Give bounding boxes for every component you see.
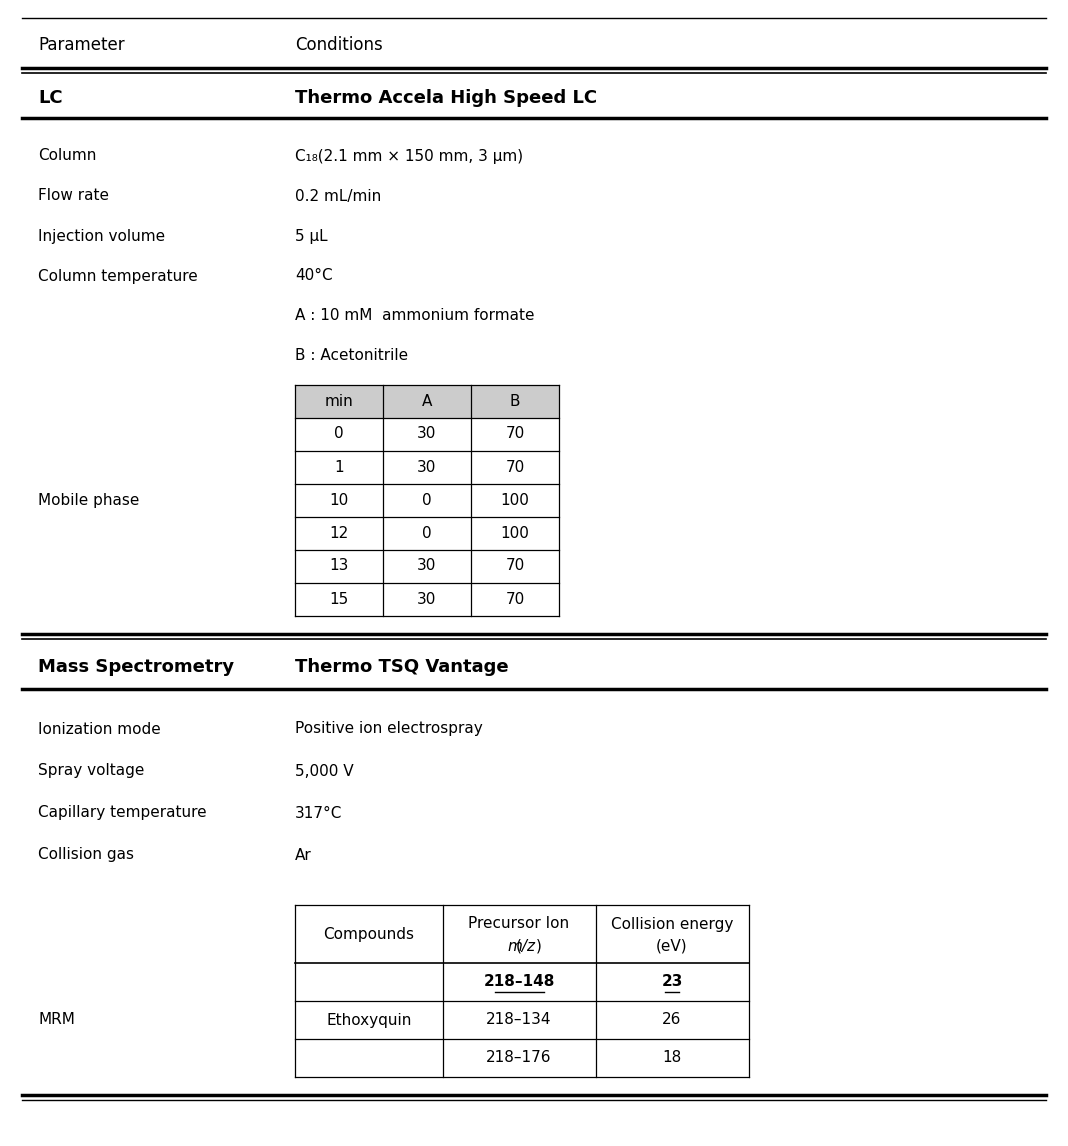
Text: 15: 15 [329, 591, 348, 606]
Text: 10: 10 [329, 493, 348, 508]
Text: Thermo TSQ Vantage: Thermo TSQ Vantage [295, 658, 508, 676]
Text: 0: 0 [422, 493, 431, 508]
Text: min: min [325, 393, 354, 408]
Text: 218–134: 218–134 [486, 1013, 552, 1028]
Text: Injection volume: Injection volume [38, 228, 166, 243]
Text: LC: LC [38, 89, 63, 107]
Text: 100: 100 [501, 493, 530, 508]
Text: Thermo Accela High Speed LC: Thermo Accela High Speed LC [295, 89, 597, 107]
Text: Ionization mode: Ionization mode [38, 722, 161, 737]
Text: m/z: m/z [507, 939, 535, 953]
Text: 0: 0 [422, 526, 431, 541]
Text: 40°C: 40°C [295, 268, 332, 283]
Text: 13: 13 [329, 558, 348, 573]
Text: Column: Column [38, 149, 96, 164]
Text: Parameter: Parameter [38, 36, 125, 54]
Text: 218–148: 218–148 [484, 974, 554, 989]
Text: Precursor Ion: Precursor Ion [469, 917, 569, 932]
Text: Mass Spectrometry: Mass Spectrometry [38, 658, 234, 676]
Text: 23: 23 [661, 974, 682, 989]
Text: Conditions: Conditions [295, 36, 382, 54]
Text: Ar: Ar [295, 848, 312, 863]
Text: 26: 26 [662, 1013, 681, 1028]
Text: Collision gas: Collision gas [38, 848, 134, 863]
Text: C₁₈(2.1 mm × 150 mm, 3 μm): C₁₈(2.1 mm × 150 mm, 3 μm) [295, 149, 523, 164]
Text: A: A [422, 393, 433, 408]
Text: ): ) [536, 939, 541, 953]
Text: (eV): (eV) [656, 939, 688, 953]
Text: 70: 70 [505, 460, 524, 474]
Text: 218–176: 218–176 [486, 1051, 552, 1066]
Text: B: B [509, 393, 520, 408]
Text: 5,000 V: 5,000 V [295, 763, 354, 778]
Text: Mobile phase: Mobile phase [38, 494, 140, 509]
Text: 30: 30 [418, 460, 437, 474]
Text: 30: 30 [418, 426, 437, 441]
Text: 70: 70 [505, 591, 524, 606]
Text: 18: 18 [662, 1051, 681, 1066]
Text: 317°C: 317°C [295, 806, 343, 821]
Text: 70: 70 [505, 426, 524, 441]
Text: 0: 0 [334, 426, 344, 441]
Text: Capillary temperature: Capillary temperature [38, 806, 206, 821]
Text: MRM: MRM [38, 1013, 75, 1028]
Text: 70: 70 [505, 558, 524, 573]
Text: Flow rate: Flow rate [38, 188, 109, 204]
Text: Collision energy: Collision energy [611, 917, 734, 932]
Text: Compounds: Compounds [324, 926, 414, 942]
Text: 0.2 mL/min: 0.2 mL/min [295, 188, 381, 204]
Text: A : 10 mM  ammonium formate: A : 10 mM ammonium formate [295, 308, 534, 323]
Bar [295, 385, 559, 418]
Text: Spray voltage: Spray voltage [38, 763, 144, 778]
Text: 5 μL: 5 μL [295, 228, 328, 243]
Text: 12: 12 [329, 526, 348, 541]
Text: Positive ion electrospray: Positive ion electrospray [295, 722, 483, 737]
Text: Column temperature: Column temperature [38, 268, 198, 283]
Text: 1: 1 [334, 460, 344, 474]
Text: 30: 30 [418, 591, 437, 606]
Text: (: ( [516, 939, 522, 953]
Text: B : Acetonitrile: B : Acetonitrile [295, 348, 408, 363]
Text: 30: 30 [418, 558, 437, 573]
Text: Ethoxyquin: Ethoxyquin [327, 1013, 411, 1028]
Text: 100: 100 [501, 526, 530, 541]
